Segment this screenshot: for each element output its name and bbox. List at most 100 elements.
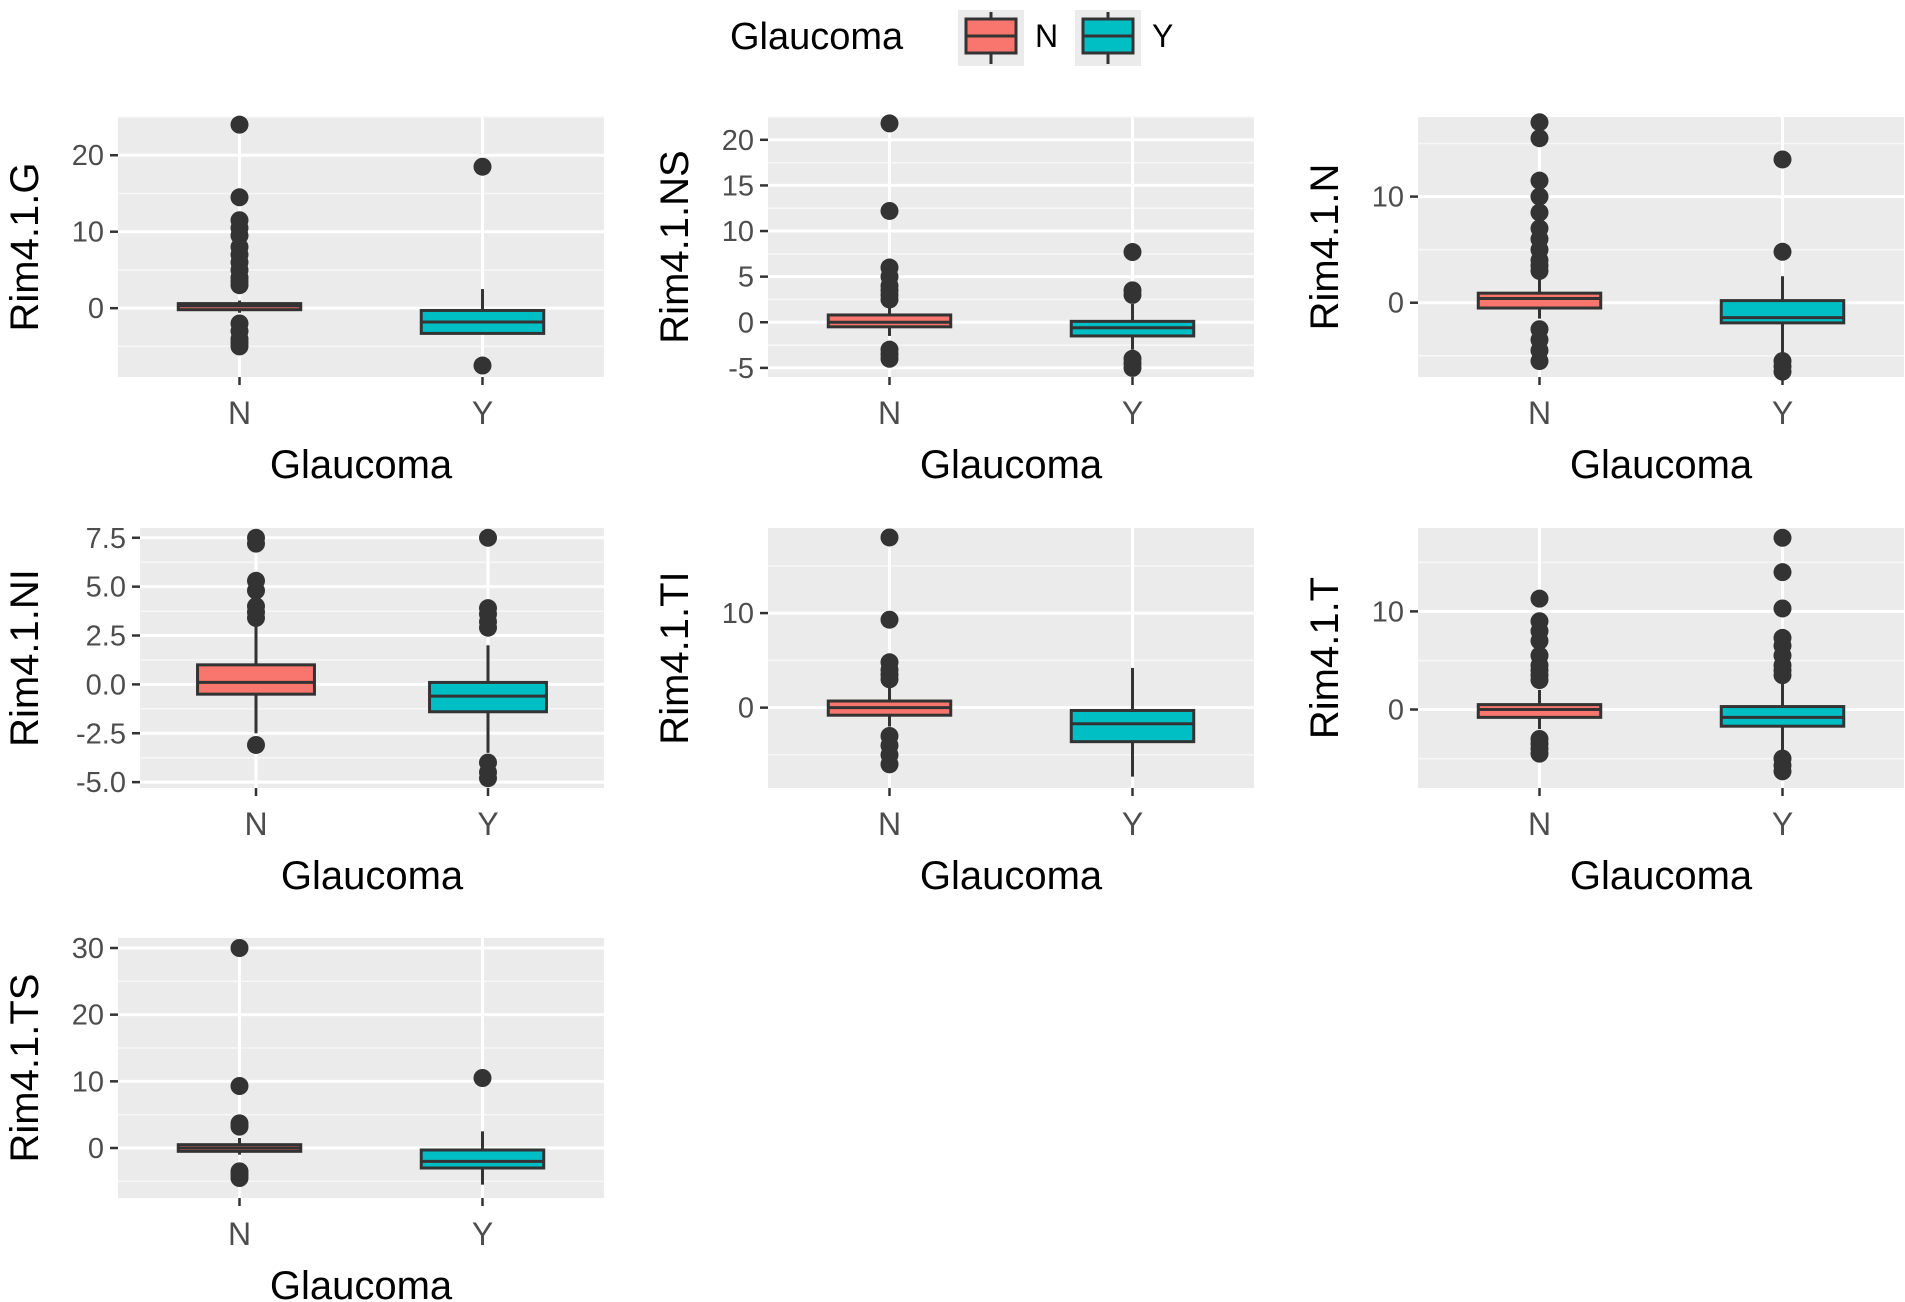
- outlier-point: [880, 755, 899, 774]
- y-axis-title: Rim4.1.G: [3, 163, 47, 332]
- outlier-point: [1123, 358, 1142, 377]
- y-tick-label: 10: [1372, 182, 1404, 214]
- outlier-point: [1530, 261, 1549, 280]
- y-tick-label: 0: [1388, 288, 1404, 320]
- box-body: [1719, 299, 1846, 325]
- panel-background: [1418, 117, 1904, 377]
- box-n: [196, 528, 316, 754]
- outlier-point: [880, 201, 899, 220]
- legend-label-n: N: [1035, 18, 1058, 54]
- outlier-point: [230, 337, 249, 356]
- outlier-point: [230, 939, 249, 957]
- box-y: [419, 157, 546, 375]
- x-tick-label: Y: [1772, 806, 1793, 842]
- legend-item-y: Y: [1075, 10, 1173, 66]
- outlier-point: [1530, 744, 1549, 763]
- y-tick-label: 0: [738, 307, 754, 339]
- y-tick-label: 2.5: [86, 621, 126, 653]
- outlier-point: [1530, 631, 1549, 650]
- x-tick-label: Y: [477, 806, 498, 842]
- outlier-point: [1773, 599, 1792, 618]
- x-axis-title: Glaucoma: [270, 1264, 453, 1302]
- x-axis-title: Glaucoma: [920, 443, 1103, 487]
- outlier-point: [230, 276, 249, 295]
- y-tick-label: 10: [722, 216, 754, 248]
- x-axis-title: Glaucoma: [920, 854, 1103, 898]
- outlier-point: [230, 1117, 249, 1136]
- y-tick-label: 0: [88, 293, 104, 325]
- outlier-point: [479, 769, 497, 788]
- y-axis-title: Rim4.1.N: [1303, 164, 1347, 331]
- outlier-point: [880, 349, 899, 368]
- y-tick-label: 15: [722, 170, 754, 202]
- box-n: [1476, 589, 1603, 763]
- outlier-point: [230, 1077, 249, 1095]
- box-y: [1069, 243, 1196, 377]
- y-tick-label: -2.5: [76, 718, 126, 750]
- outlier-point: [247, 735, 265, 754]
- y-axis-title: Rim4.1.NS: [653, 150, 697, 343]
- panel-background: [768, 528, 1254, 788]
- y-tick-label: 10: [1372, 596, 1404, 628]
- outlier-point: [1530, 671, 1549, 690]
- y-tick-label: 5.0: [86, 572, 126, 604]
- box-body: [1476, 291, 1603, 310]
- box-y: [428, 528, 548, 788]
- outlier-point: [1773, 528, 1792, 547]
- box-body: [1069, 708, 1196, 744]
- outlier-point: [247, 534, 265, 553]
- x-tick-label: Y: [1772, 395, 1793, 431]
- y-axis-title: Rim4.1.TS: [3, 974, 47, 1163]
- outlier-point: [1530, 203, 1549, 222]
- y-tick-label: 0.0: [86, 669, 126, 701]
- x-tick-label: Y: [1122, 806, 1143, 842]
- x-axis-title: Glaucoma: [1570, 854, 1753, 898]
- x-tick-label: N: [228, 395, 251, 431]
- y-tick-label: 0: [738, 693, 754, 725]
- y-tick-label: 0: [1388, 695, 1404, 727]
- x-tick-label: Y: [472, 395, 493, 431]
- box-y: [1069, 667, 1196, 777]
- legend: Glaucoma N Y: [730, 10, 1173, 66]
- y-tick-label: 10: [72, 217, 104, 249]
- y-axis-title: Rim4.1.NI: [3, 569, 47, 747]
- outlier-point: [247, 608, 265, 627]
- box-n: [176, 115, 303, 356]
- outlier-point: [1773, 150, 1792, 169]
- y-tick-label: -5.0: [76, 767, 126, 799]
- outlier-point: [473, 356, 492, 375]
- y-tick-label: 5: [738, 262, 754, 294]
- box-y: [1719, 528, 1846, 781]
- outlier-point: [1123, 285, 1142, 304]
- outlier-point: [230, 115, 249, 134]
- panel-rim4-1-n: 0 10 N Y Glaucoma Rim4.1.N: [1303, 113, 1904, 487]
- outlier-point: [230, 188, 249, 207]
- outlier-point: [1773, 666, 1792, 685]
- y-tick-label: 10: [72, 1066, 104, 1098]
- y-tick-label: 30: [72, 933, 104, 965]
- outlier-point: [1773, 762, 1792, 781]
- legend-label-y: Y: [1152, 18, 1173, 54]
- box-n: [826, 528, 953, 774]
- box-body: [419, 1148, 546, 1170]
- panel-rim4-1-ts: 0 10 20 30 N Y Glaucoma Rim4.1.TS: [3, 933, 604, 1302]
- y-tick-label: 0: [88, 1133, 104, 1165]
- panel-background: [1418, 528, 1904, 788]
- legend-item-n: N: [958, 10, 1058, 66]
- outlier-point: [1773, 362, 1792, 381]
- outlier-point: [880, 290, 899, 309]
- y-tick-label: 20: [72, 140, 104, 172]
- legend-title: Glaucoma: [730, 16, 904, 58]
- outlier-point: [880, 610, 899, 629]
- x-axis-title: Glaucoma: [270, 443, 453, 487]
- x-tick-label: N: [228, 1216, 251, 1252]
- outlier-point: [473, 1069, 492, 1087]
- y-tick-label: 10: [722, 598, 754, 630]
- y-axis-title: Rim4.1.TI: [653, 571, 697, 744]
- x-tick-label: N: [244, 806, 267, 842]
- y-tick-label: 7.5: [86, 523, 126, 555]
- y-axis-title: Rim4.1.T: [1303, 577, 1347, 739]
- outlier-point: [473, 157, 492, 176]
- y-tick-label: -5: [728, 353, 754, 385]
- box-n: [1476, 113, 1603, 371]
